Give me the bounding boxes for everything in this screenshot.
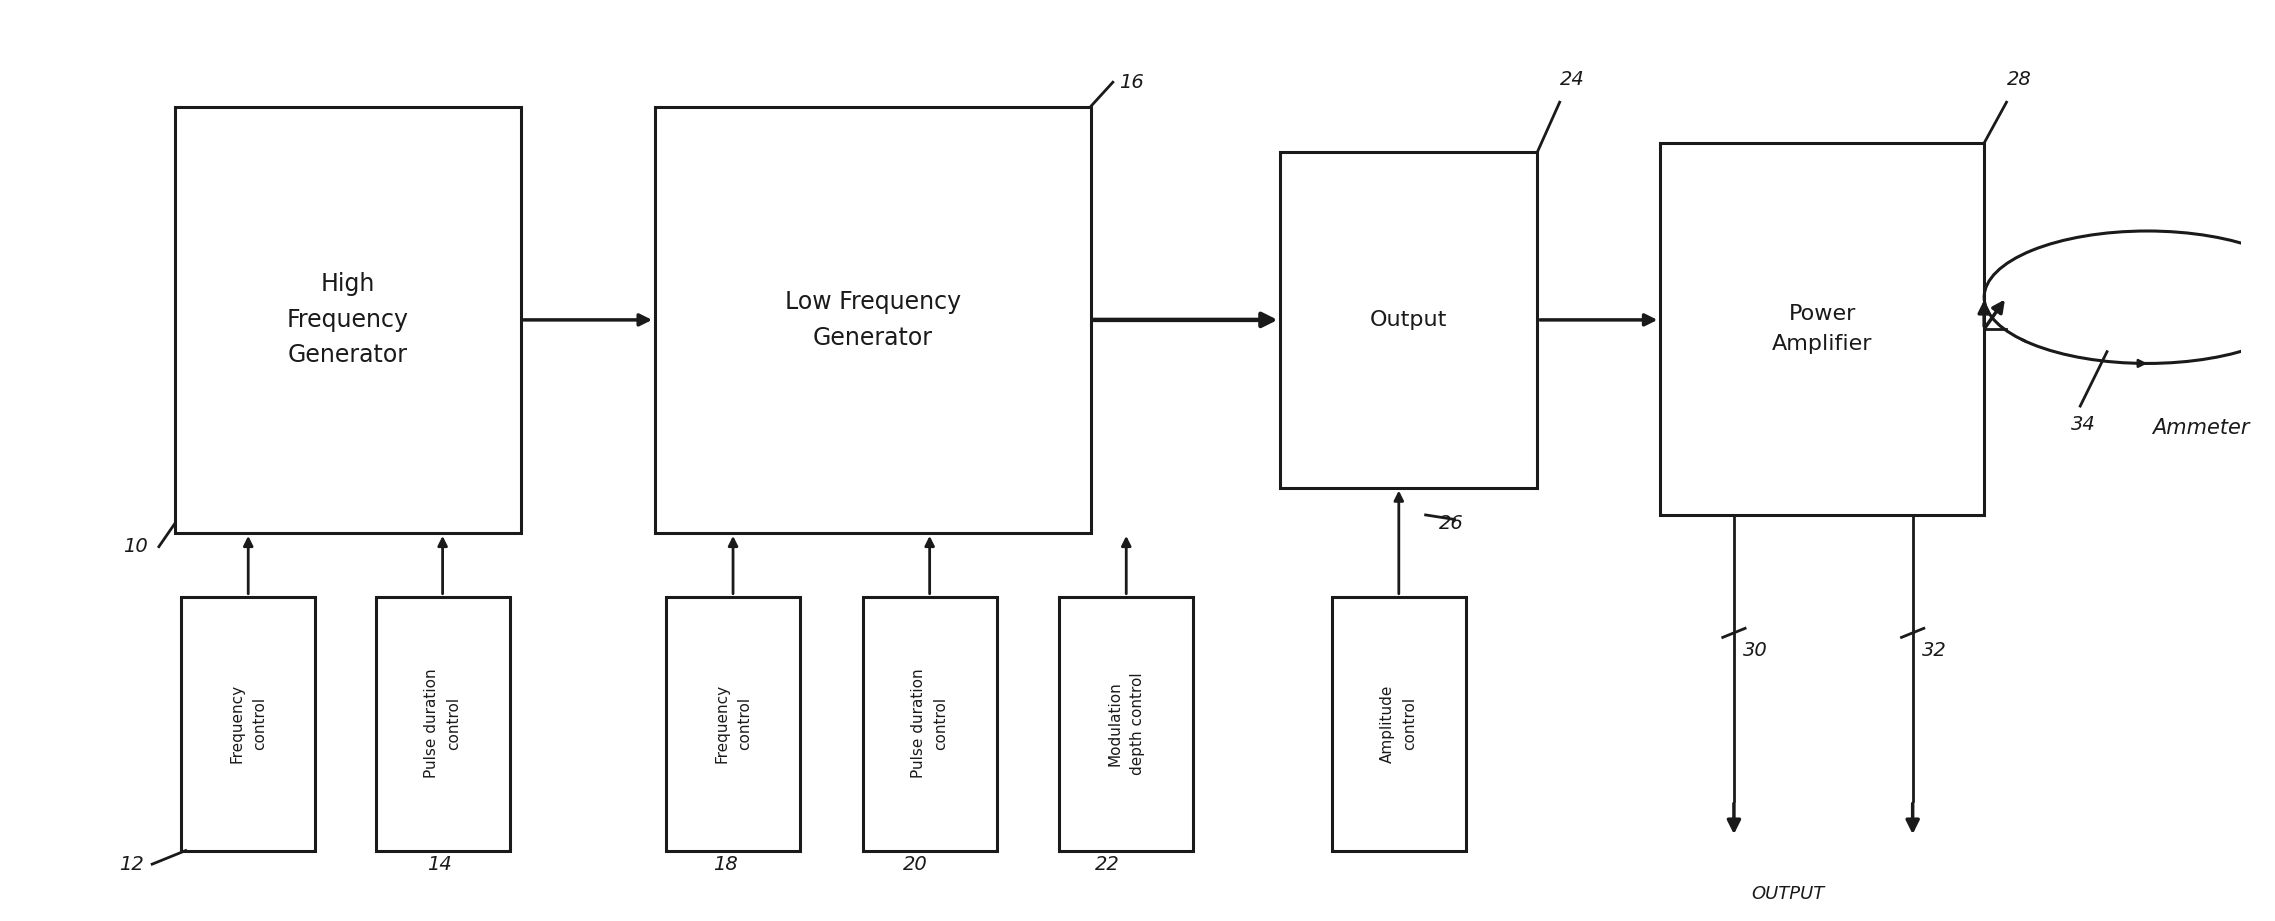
Bar (1060, 597, 1194, 851)
Text: 12: 12 (118, 855, 143, 874)
Bar (1661, 143, 1984, 515)
Bar (1331, 597, 1465, 851)
Text: 30: 30 (1743, 642, 1768, 660)
Text: Frequency
control: Frequency control (714, 684, 751, 764)
Bar (1281, 152, 1538, 488)
Text: 20: 20 (903, 855, 928, 874)
Bar (375, 597, 510, 851)
Text: Amplitude
control: Amplitude control (1381, 684, 1417, 763)
Bar (667, 597, 801, 851)
Text: High
Frequency
Generator: High Frequency Generator (287, 273, 409, 367)
Text: Pulse duration
control: Pulse duration control (910, 669, 949, 778)
Text: 16: 16 (1119, 73, 1144, 92)
Text: Low Frequency
Generator: Low Frequency Generator (785, 290, 960, 350)
Text: Output: Output (1370, 309, 1447, 330)
Text: Modulation
depth control: Modulation depth control (1108, 672, 1144, 775)
Bar (655, 107, 1090, 533)
Text: 28: 28 (2007, 70, 2032, 89)
Text: 18: 18 (712, 855, 737, 874)
Text: 22: 22 (1094, 855, 1119, 874)
Bar (182, 597, 316, 851)
Text: Pulse duration
control: Pulse duration control (423, 669, 462, 778)
Text: Frequency
control: Frequency control (230, 684, 266, 764)
Text: OUTPUT: OUTPUT (1752, 885, 1825, 904)
Text: 14: 14 (428, 855, 453, 874)
Text: 32: 32 (1922, 642, 1947, 660)
Text: 10: 10 (123, 537, 148, 556)
Text: Power
Amplifier: Power Amplifier (1772, 304, 1872, 354)
Text: 34: 34 (2070, 414, 2095, 434)
Text: Ammeter: Ammeter (2152, 418, 2250, 437)
Text: 26: 26 (1440, 515, 1463, 533)
Bar (175, 107, 521, 533)
Text: 24: 24 (1561, 70, 1583, 89)
Bar (862, 597, 996, 851)
